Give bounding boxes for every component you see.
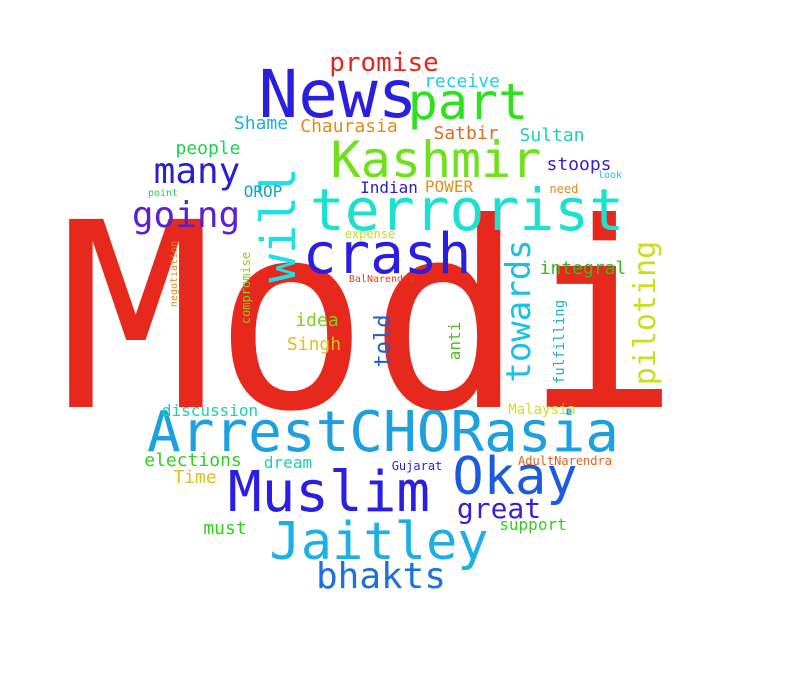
word-part: part [407,73,529,131]
word-modi: Modi [58,168,680,468]
word-fulfilling: fulfilling [552,299,568,385]
word-many: many [153,151,241,192]
word-kashmir: Kashmir [330,131,542,189]
word-receive: receive [424,71,500,92]
word-need: need [549,182,579,196]
word-news: News [258,56,418,133]
word-anti: anti [445,321,464,361]
word-power: POWER [424,177,474,196]
word-bhakts: bhakts [315,556,447,597]
word-piloting: piloting [628,240,663,386]
word-promise: promise [329,48,439,78]
word-great: great [456,492,542,525]
word-told: told [371,314,396,368]
word-dream: dream [263,453,313,472]
word-people: people [175,138,241,159]
word-elections: elections [144,450,242,471]
word-satbir: Satbir [433,123,499,144]
word-expense: expense [344,227,396,241]
word-time: Time [173,467,217,488]
word-discussion: discussion [161,401,259,420]
word-okay: Okay [452,447,578,507]
word-singh: Singh [286,334,342,355]
word-integral: integral [539,258,627,279]
word-towards: towards [499,239,539,383]
word-compromise: compromise [239,251,253,325]
word-muslim: Muslim [227,460,431,525]
word-chaurasia: Chaurasia [300,116,398,137]
word-must: must [203,518,247,539]
word-look: look [597,170,623,181]
word-crash: crash [302,222,472,287]
word-point: point [147,188,179,199]
word-stoops: stoops [546,154,612,175]
word-adultnarendra: AdultNarendra [518,454,612,468]
word-negotiation: negotiation [169,240,180,308]
word-sultan: Sultan [519,125,585,146]
word-idea: idea [295,310,339,331]
word-arrestchorasia: ArrestCHORasia [146,400,620,465]
word-balnarendra: BalNarendra [348,274,416,285]
word-terrorist: terrorist [309,176,625,244]
word-going: going [131,195,241,236]
word-gujarat: Gujarat [391,459,443,473]
word-support: support [499,515,567,534]
word-indian: Indian [360,178,418,197]
word-malaysia: Malaysia [508,402,576,418]
word-jaitley: Jaitley [269,512,489,572]
word-orop: OROP [243,182,283,201]
word-shame: Shame [233,113,289,134]
